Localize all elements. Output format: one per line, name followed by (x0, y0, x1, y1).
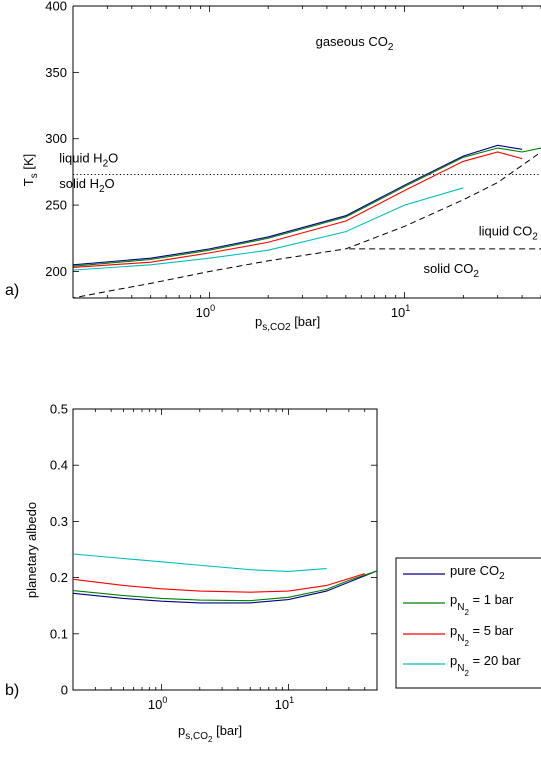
y-tick-label: 0.5 (50, 402, 68, 417)
annotation-liquid-h2o: liquid H2O (59, 151, 118, 170)
y-tick-label: 400 (45, 0, 67, 14)
x-axis-label: ps,CO2 [bar] (178, 723, 242, 744)
panel-label-a: a) (5, 282, 19, 299)
y-axis-label: planetary albedo (24, 502, 39, 598)
annotation-solid-co2: solid CO2 (423, 261, 479, 280)
annotation-gaseous-co2: gaseous CO2 (316, 34, 394, 53)
x-tick-label: 101 (275, 695, 294, 712)
y-tick-label: 0.3 (50, 514, 68, 529)
annotation-liquid-co2: liquid CO2 (479, 224, 538, 243)
y-tick-label: 0 (61, 683, 68, 698)
y-tick-label: 300 (45, 131, 67, 146)
series-line-a-3 (73, 188, 463, 270)
series-line-a-2 (73, 152, 522, 267)
x-tick-label: 101 (391, 303, 410, 320)
series-line-a-0 (73, 145, 522, 264)
x-tick-label: 100 (196, 303, 215, 320)
panel-a: 200 250 300 350 400 100 101 ps,CO2 [bar] Ts [K] g… (5, 0, 541, 333)
y-tick-label: 250 (45, 198, 67, 213)
x-tick-label: 100 (148, 695, 167, 712)
series-line-b-2 (73, 574, 365, 593)
plot-frame (73, 409, 377, 690)
series-line-b-1 (73, 571, 377, 601)
annotation-solid-h2o: solid H2O (59, 176, 114, 195)
y-tick-label: 350 (45, 65, 67, 80)
y-axis-label: Ts [K] (21, 154, 40, 186)
y-tick-label: 200 (45, 264, 67, 279)
panel-b: 0 0.1 0.2 0.3 0.4 0.5 100 101 ps,CO2 [bar] planet… (5, 402, 541, 745)
series-line-b-3 (73, 554, 327, 571)
y-tick-label: 0.1 (50, 626, 68, 641)
y-tick-label: 0.4 (50, 458, 68, 473)
panel-b-plot-area (73, 554, 377, 603)
panel-label-b: b) (5, 682, 19, 699)
y-tick-label: 0.2 (50, 570, 68, 585)
x-axis-label: ps,CO2 [bar] (255, 314, 320, 333)
